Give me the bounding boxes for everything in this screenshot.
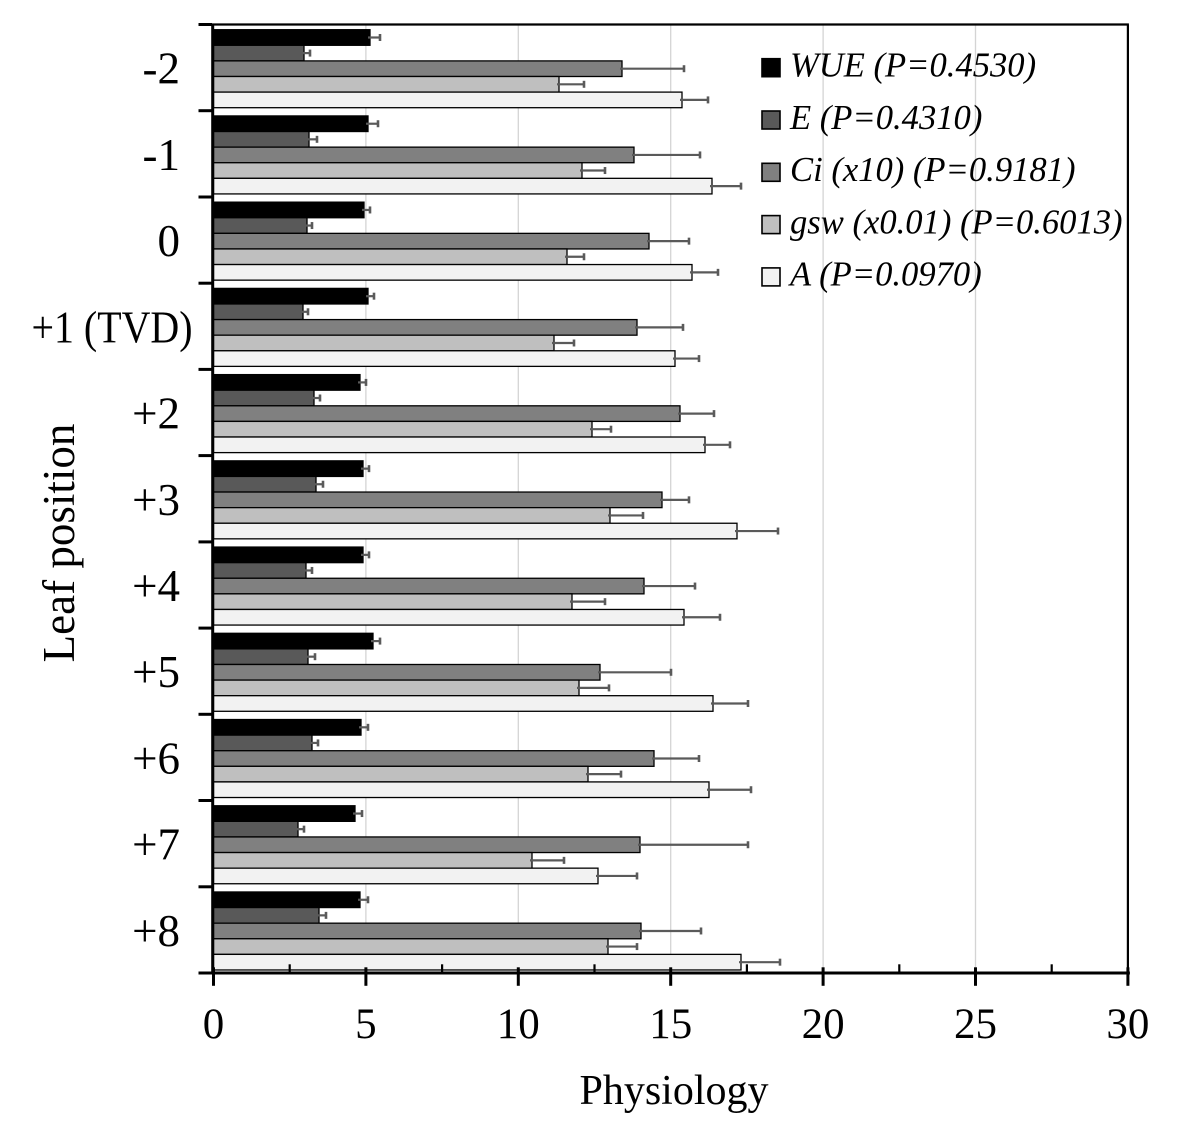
svg-text:Physiology: Physiology — [579, 1068, 768, 1114]
svg-text:+8: +8 — [132, 906, 180, 956]
svg-text:+7: +7 — [132, 820, 180, 870]
svg-text:20: 20 — [802, 1001, 845, 1048]
svg-text:WUE (P=0.4530): WUE (P=0.4530) — [790, 47, 1036, 85]
svg-text:10: 10 — [497, 1001, 540, 1048]
svg-text:+3: +3 — [132, 475, 180, 525]
svg-text:gsw (x0.01) (P=0.6013): gsw (x0.01) (P=0.6013) — [790, 203, 1123, 241]
svg-text:Ci (x10) (P=0.9181): Ci (x10) (P=0.9181) — [790, 151, 1076, 189]
svg-text:Leaf position: Leaf position — [34, 424, 84, 663]
svg-text:0: 0 — [203, 1001, 225, 1048]
svg-text:E (P=0.4310): E (P=0.4310) — [789, 99, 982, 137]
svg-text:+1 (TVD): +1 (TVD) — [32, 302, 193, 352]
svg-text:-2: -2 — [143, 44, 181, 94]
svg-text:-1: -1 — [143, 130, 181, 180]
svg-text:15: 15 — [649, 1001, 692, 1048]
svg-text:+5: +5 — [132, 647, 180, 697]
svg-text:A (P=0.0970): A (P=0.0970) — [788, 256, 982, 294]
svg-text:30: 30 — [1106, 1001, 1149, 1048]
svg-text:+4: +4 — [132, 561, 180, 611]
svg-text:+2: +2 — [132, 389, 180, 439]
svg-text:+6: +6 — [132, 733, 180, 783]
svg-text:0: 0 — [158, 216, 181, 266]
svg-text:5: 5 — [355, 1001, 377, 1048]
svg-text:25: 25 — [954, 1001, 997, 1048]
